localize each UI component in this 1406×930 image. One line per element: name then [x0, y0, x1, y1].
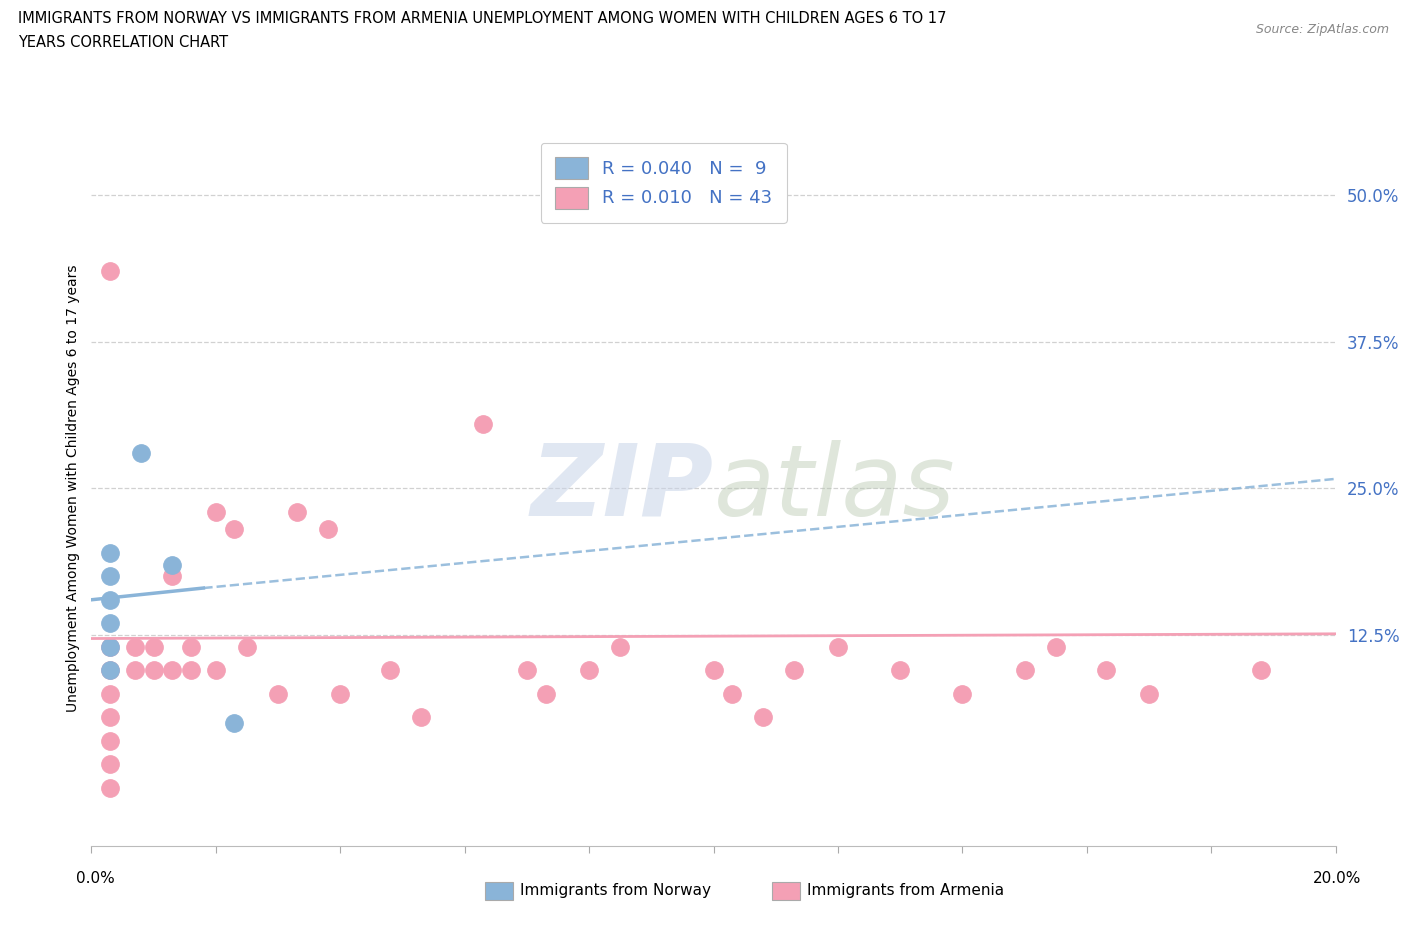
Point — [98, 686, 121, 701]
Point — [180, 663, 202, 678]
Text: YEARS CORRELATION CHART: YEARS CORRELATION CHART — [18, 35, 228, 50]
Point — [162, 663, 184, 678]
Point — [162, 557, 184, 572]
Point — [534, 686, 557, 701]
Text: 0.0%: 0.0% — [76, 871, 115, 886]
Text: IMMIGRANTS FROM NORWAY VS IMMIGRANTS FROM ARMENIA UNEMPLOYMENT AMONG WOMEN WITH : IMMIGRANTS FROM NORWAY VS IMMIGRANTS FRO… — [18, 11, 946, 26]
Point — [142, 639, 165, 654]
Point — [411, 710, 433, 724]
Point — [1094, 663, 1116, 678]
Point — [224, 715, 246, 730]
Text: 20.0%: 20.0% — [1313, 871, 1361, 886]
Point — [1250, 663, 1272, 678]
Point — [124, 663, 146, 678]
Point — [98, 733, 121, 748]
Point — [516, 663, 538, 678]
Point — [98, 616, 121, 631]
Point — [98, 545, 121, 560]
Point — [98, 263, 121, 278]
Point — [98, 639, 121, 654]
Point — [180, 639, 202, 654]
Point — [783, 663, 806, 678]
Text: atlas: atlas — [713, 440, 955, 537]
Text: Source: ZipAtlas.com: Source: ZipAtlas.com — [1256, 23, 1389, 36]
Point — [285, 504, 308, 519]
Point — [752, 710, 775, 724]
Y-axis label: Unemployment Among Women with Children Ages 6 to 17 years: Unemployment Among Women with Children A… — [66, 264, 80, 712]
Point — [98, 663, 121, 678]
Point — [1014, 663, 1036, 678]
Point — [472, 417, 495, 432]
Text: Immigrants from Armenia: Immigrants from Armenia — [807, 884, 1004, 898]
Point — [1045, 639, 1067, 654]
Text: Immigrants from Norway: Immigrants from Norway — [520, 884, 711, 898]
Point — [1137, 686, 1160, 701]
Point — [721, 686, 744, 701]
Point — [702, 663, 725, 678]
Point — [98, 757, 121, 772]
Point — [142, 663, 165, 678]
Point — [378, 663, 401, 678]
Point — [98, 639, 121, 654]
Text: ZIP: ZIP — [530, 440, 713, 537]
Point — [98, 569, 121, 584]
Point — [236, 639, 259, 654]
Point — [124, 639, 146, 654]
Point — [98, 592, 121, 607]
Point — [162, 569, 184, 584]
Legend: R = 0.040   N =  9, R = 0.010   N = 43: R = 0.040 N = 9, R = 0.010 N = 43 — [541, 143, 787, 223]
Point — [98, 663, 121, 678]
Point — [98, 710, 121, 724]
Point — [609, 639, 631, 654]
Point — [950, 686, 973, 701]
Point — [267, 686, 290, 701]
Point — [98, 780, 121, 795]
Point — [329, 686, 352, 701]
Point — [224, 522, 246, 537]
Point — [578, 663, 600, 678]
Point — [205, 504, 228, 519]
Point — [827, 639, 849, 654]
Point — [129, 445, 152, 460]
Point — [889, 663, 911, 678]
Point — [316, 522, 339, 537]
Point — [205, 663, 228, 678]
